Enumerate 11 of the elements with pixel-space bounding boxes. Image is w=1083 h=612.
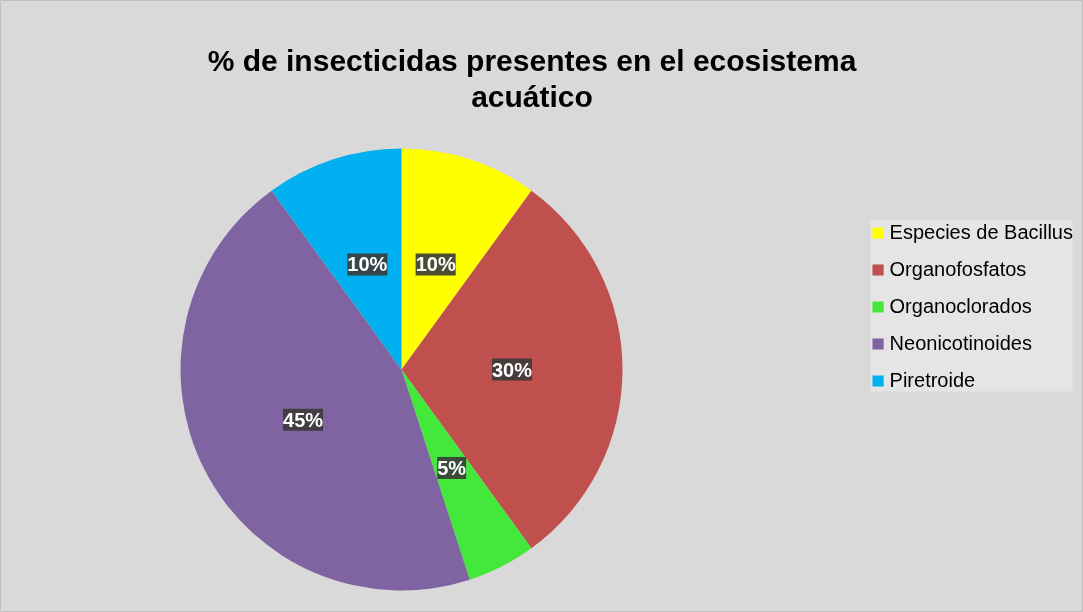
- legend-label: Neonicotinoides: [889, 331, 1032, 355]
- legend-label: Piretroide: [889, 368, 976, 392]
- data-label: 30%: [491, 358, 533, 381]
- data-label: 10%: [415, 253, 456, 276]
- legend-label: Organofosfatos: [889, 257, 1027, 281]
- legend-label: Especies de Bacillus: [889, 220, 1073, 244]
- data-label: 10%: [347, 253, 388, 276]
- legend-label: Organoclorados: [889, 294, 1032, 318]
- data-label: 45%: [283, 408, 324, 431]
- data-label: 5%: [437, 456, 467, 479]
- chart-title: % de insecticidas presentes en el ecosistema acuático: [207, 44, 857, 113]
